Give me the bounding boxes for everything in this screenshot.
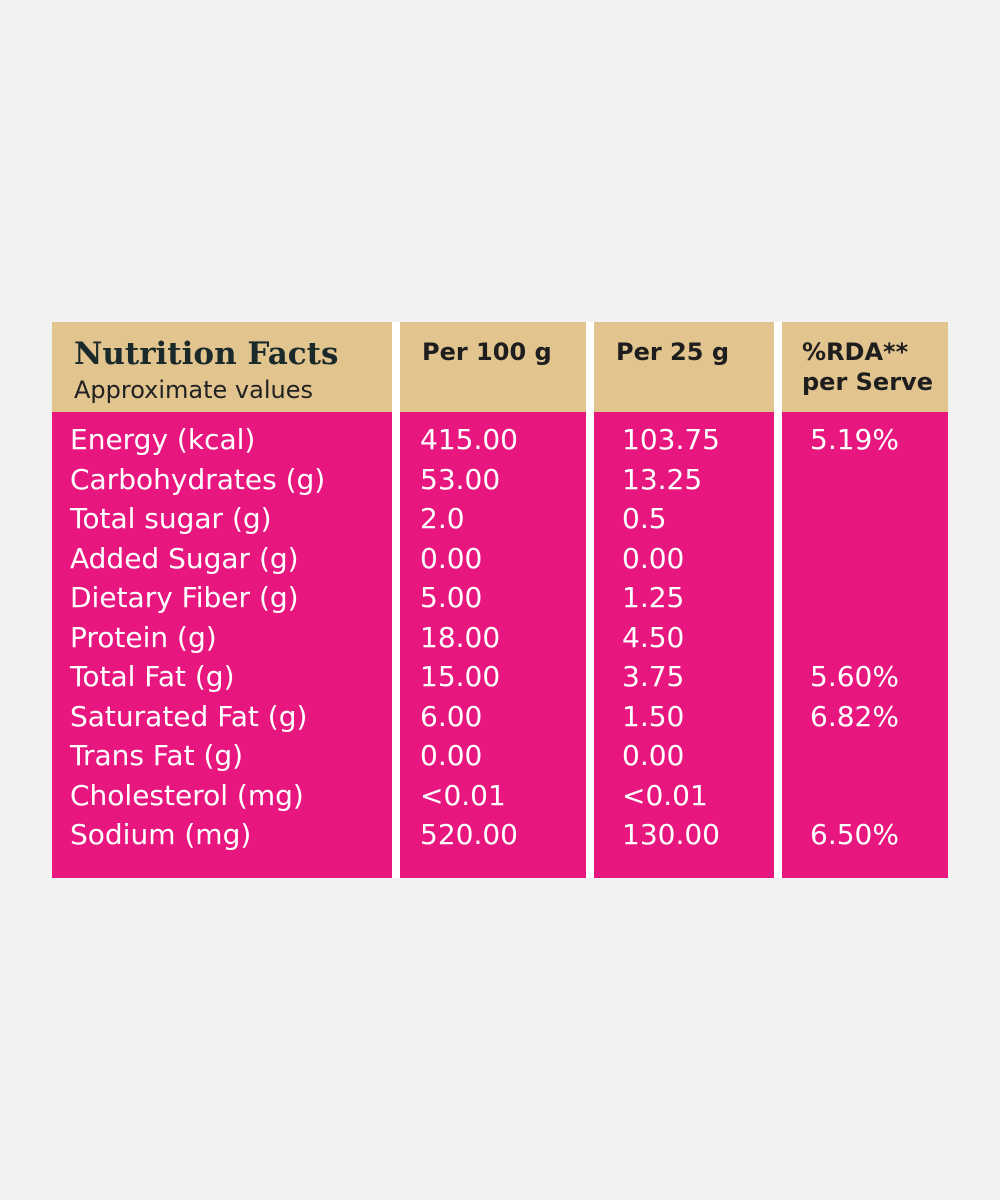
nutrient-name: Energy (kcal): [70, 423, 256, 456]
nutrient-name: Protein (g): [70, 620, 217, 654]
nutrient-value: 5.00: [420, 581, 483, 614]
nutrient-value: 53.00: [420, 462, 501, 496]
header-cell: Per 100 g: [400, 322, 586, 412]
column-header: Per 25 g: [616, 338, 729, 366]
column-header: %RDA**: [802, 338, 909, 366]
header-cell: Nutrition Facts Approximate values: [52, 322, 392, 412]
header-cell: Per 25 g: [594, 322, 774, 412]
nutrient-value: 4.50: [622, 620, 685, 654]
nutrient-name: Cholesterol (mg): [70, 778, 304, 812]
body-cell: 103.75 13.25 0.5 0.00 1.25 4.50 3.75 1.50 0.00 <0…: [594, 412, 774, 878]
nutrient-value: 6.50%: [810, 818, 899, 851]
nutrient-value: 5.19%: [810, 423, 899, 456]
nutrient-value: 0.00: [420, 739, 483, 772]
nutrient-name: Total sugar (g): [70, 502, 272, 535]
nutrient-name: Added Sugar (g): [70, 541, 299, 575]
nutrient-value: 415.00: [420, 423, 518, 456]
subtitle: Approximate values: [74, 376, 313, 404]
title: Nutrition Facts: [74, 336, 339, 372]
nutrient-name: Saturated Fat (g): [70, 699, 308, 733]
nutrient-value: 1.50: [622, 699, 685, 733]
nutrition-table: Nutrition Facts Approximate values Energ…: [52, 322, 948, 878]
nutrient-name: Dietary Fiber (g): [70, 581, 299, 614]
nutrient-name: Carbohydrates (g): [70, 462, 326, 496]
nutrient-value: 6.82%: [810, 699, 899, 733]
nutrient-name: Sodium (mg): [70, 818, 252, 851]
nutrient-value: 18.00: [420, 620, 501, 654]
body-cell: 5.19% 5.60% 6.82% 6.50%: [782, 412, 948, 878]
body-cell: 415.00 53.00 2.0 0.00 5.00 18.00 15.00 6.00 0.00…: [400, 412, 586, 878]
column: Per 25 g 103.75 13.25 0.5 0.00 1.25 4.50 3.75 1.…: [594, 322, 774, 878]
column: %RDA** per Serve 5.19% 5.60% 6.82% 6.50%: [782, 322, 948, 878]
nutrient-value: <0.01: [420, 778, 506, 812]
nutrient-name: Trans Fat (g): [70, 739, 244, 772]
column-header: Per 100 g: [422, 338, 552, 366]
nutrient-value: 0.00: [420, 541, 483, 575]
column: Nutrition Facts Approximate values Energ…: [52, 322, 392, 878]
nutrient-value: 5.60%: [810, 660, 899, 693]
column: Per 100 g 415.00 53.00 2.0 0.00 5.00 18.00 15.0…: [400, 322, 586, 878]
nutrient-value: 130.00: [622, 818, 720, 851]
nutrient-value: <0.01: [622, 778, 708, 812]
nutrient-value: 6.00: [420, 699, 483, 733]
nutrient-value: 0.00: [622, 739, 685, 772]
nutrient-value: 15.00: [420, 660, 501, 693]
nutrient-value: 103.75: [622, 423, 720, 456]
nutrient-value: 0.5: [622, 502, 667, 535]
body-cell: Energy (kcal) Carbohydrates (g) Total suga…: [52, 412, 392, 878]
nutrient-value: 2.0: [420, 502, 465, 535]
nutrient-value: 3.75: [622, 660, 685, 693]
column-header: per Serve: [802, 368, 933, 396]
nutrient-name: Total Fat (g): [70, 660, 235, 693]
nutrient-value: 1.25: [622, 581, 685, 614]
nutrient-value: 13.25: [622, 462, 703, 496]
nutrient-value: 0.00: [622, 541, 685, 575]
header-cell: %RDA** per Serve: [782, 322, 948, 412]
nutrient-value: 520.00: [420, 818, 518, 851]
